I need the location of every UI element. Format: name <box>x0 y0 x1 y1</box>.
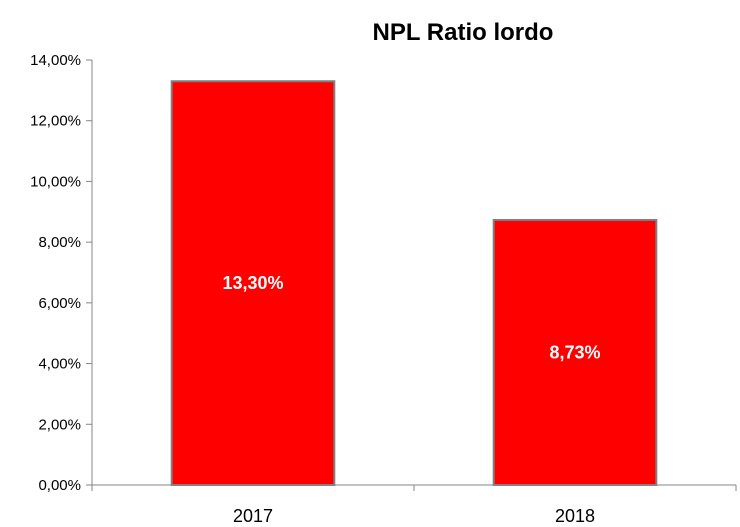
y-tick-label: 12,00% <box>30 113 81 130</box>
x-axis: 2017 2018 <box>91 484 737 526</box>
x-tick-label-2018: 2018 <box>555 506 595 526</box>
chart-title: NPL Ratio lordo <box>373 19 554 46</box>
y-tick-label: 2,00% <box>38 416 81 433</box>
bars-group: 13,30% 8,73% <box>170 80 658 486</box>
x-tick-label-2017: 2017 <box>233 506 273 526</box>
bar-2017 <box>170 80 336 486</box>
y-tick-label: 0,00% <box>38 477 81 494</box>
y-axis: 0,00% 2,00% 4,00% 6,00% 8,00% 10,00% 12,00% 14,… <box>30 52 93 494</box>
y-tick-label: 14,00% <box>30 52 81 69</box>
y-tick-label: 6,00% <box>38 295 81 312</box>
y-tick-label: 8,00% <box>38 234 81 251</box>
y-tick-label: 10,00% <box>30 173 81 190</box>
y-tick-label: 4,00% <box>38 356 81 373</box>
data-label-2017: 13,30% <box>222 273 283 293</box>
data-label-2018: 8,73% <box>549 342 600 362</box>
